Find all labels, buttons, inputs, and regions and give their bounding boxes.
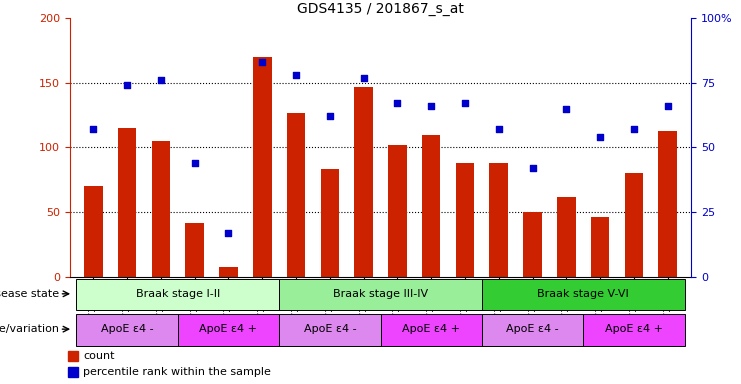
- Bar: [381, 314, 482, 346]
- Text: Braak stage I-II: Braak stage I-II: [136, 289, 220, 299]
- Bar: [321, 169, 339, 277]
- Text: count: count: [83, 351, 115, 361]
- Text: Braak stage III-IV: Braak stage III-IV: [333, 289, 428, 299]
- Text: Braak stage V-VI: Braak stage V-VI: [537, 289, 629, 299]
- Text: ApoE ε4 +: ApoE ε4 +: [402, 324, 460, 334]
- Point: [358, 74, 370, 81]
- Bar: [354, 87, 373, 277]
- Bar: [456, 163, 474, 277]
- Text: genotype/variation: genotype/variation: [0, 324, 59, 334]
- Bar: [279, 314, 381, 346]
- Point: [222, 230, 234, 236]
- Bar: [591, 217, 609, 277]
- Point: [493, 126, 505, 132]
- Bar: [388, 145, 407, 277]
- Point: [527, 165, 539, 171]
- Point: [87, 126, 99, 132]
- Text: ApoE ε4 -: ApoE ε4 -: [506, 324, 559, 334]
- Point: [391, 100, 403, 106]
- Bar: [76, 279, 279, 310]
- Bar: [422, 134, 440, 277]
- Bar: [583, 314, 685, 346]
- Bar: [287, 113, 305, 277]
- Text: percentile rank within the sample: percentile rank within the sample: [83, 367, 271, 377]
- Title: GDS4135 / 201867_s_at: GDS4135 / 201867_s_at: [297, 2, 464, 16]
- Bar: [76, 314, 178, 346]
- Bar: [178, 314, 279, 346]
- Point: [459, 100, 471, 106]
- Point: [256, 59, 268, 65]
- Point: [122, 82, 133, 88]
- Bar: [152, 141, 170, 277]
- Bar: [482, 314, 583, 346]
- Bar: [659, 131, 677, 277]
- Bar: [557, 197, 576, 277]
- Bar: [490, 163, 508, 277]
- Bar: [482, 279, 685, 310]
- Point: [594, 134, 606, 140]
- Point: [155, 77, 167, 83]
- Point: [560, 106, 572, 112]
- Point: [628, 126, 639, 132]
- Point: [189, 160, 201, 166]
- Bar: [253, 57, 271, 277]
- Text: ApoE ε4 -: ApoE ε4 -: [304, 324, 356, 334]
- Bar: [279, 279, 482, 310]
- Text: disease state: disease state: [0, 289, 59, 299]
- Bar: [523, 212, 542, 277]
- Bar: [84, 186, 102, 277]
- Point: [324, 113, 336, 119]
- Point: [425, 103, 437, 109]
- Text: ApoE ε4 +: ApoE ε4 +: [199, 324, 257, 334]
- Bar: [625, 173, 643, 277]
- Point: [662, 103, 674, 109]
- Text: ApoE ε4 -: ApoE ε4 -: [101, 324, 153, 334]
- Bar: [185, 222, 204, 277]
- Point: [290, 72, 302, 78]
- Bar: [219, 266, 238, 277]
- Text: ApoE ε4 +: ApoE ε4 +: [605, 324, 663, 334]
- Bar: [118, 128, 136, 277]
